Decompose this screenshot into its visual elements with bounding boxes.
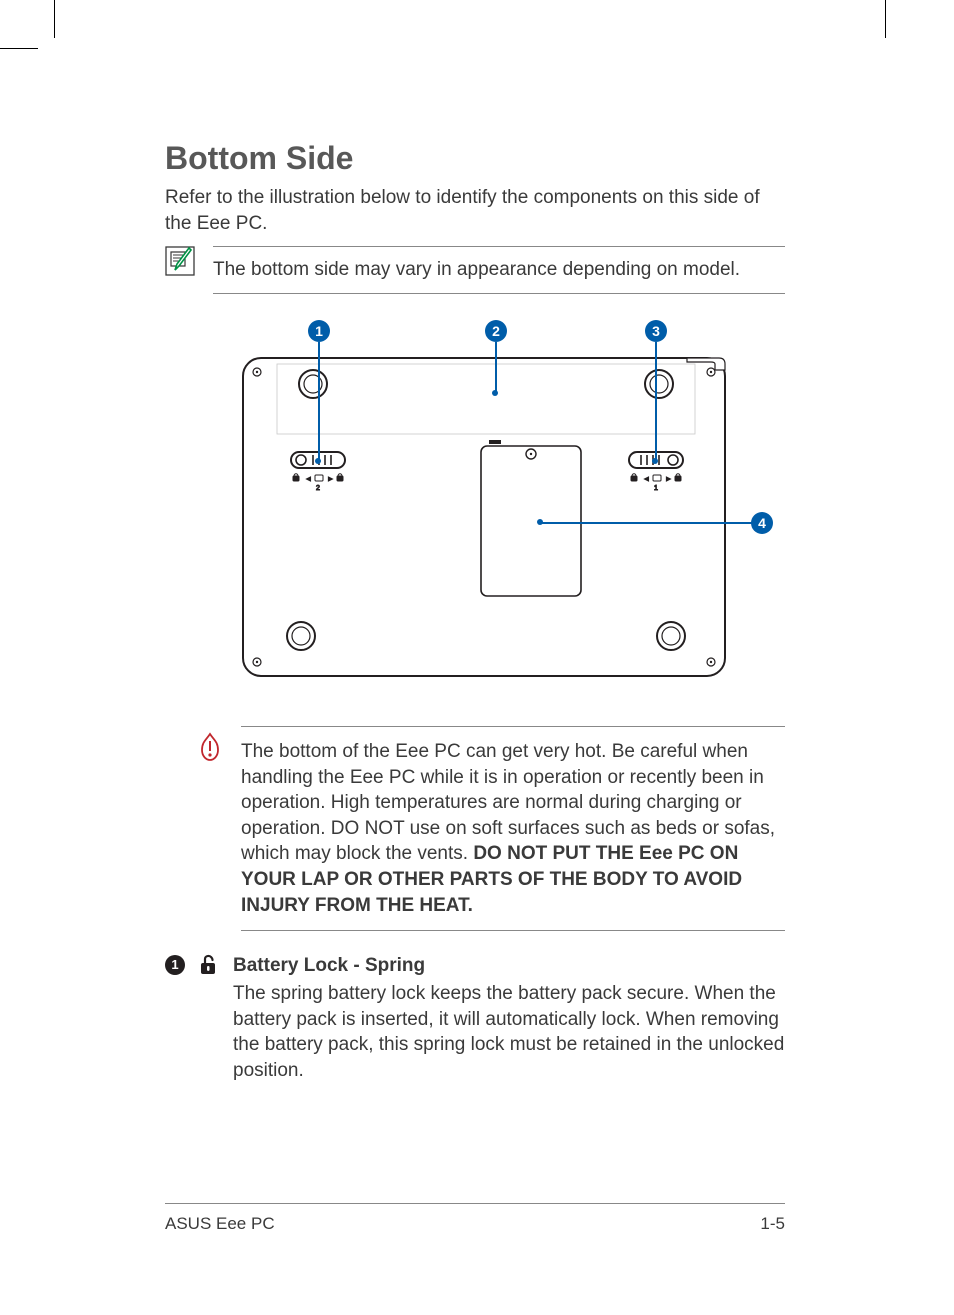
page-footer: ASUS Eee PC 1-5 (165, 1203, 785, 1234)
lock-open-icon (197, 953, 221, 982)
callout-badge-3: 3 (645, 320, 667, 342)
svg-text:2: 2 (316, 485, 320, 492)
footer-right: 1-5 (760, 1214, 785, 1234)
svg-text:►: ► (665, 476, 672, 483)
callout-line (541, 522, 753, 524)
crop-mark (0, 48, 38, 49)
svg-text:1: 1 (654, 485, 658, 492)
page-content: Bottom Side Refer to the illustration be… (165, 140, 785, 1102)
intro-text: Refer to the illustration below to ident… (165, 185, 785, 236)
item-title: Battery Lock - Spring (233, 953, 785, 979)
page-title: Bottom Side (165, 140, 785, 177)
footer-left: ASUS Eee PC (165, 1214, 275, 1234)
warning-icon (197, 732, 223, 762)
warning-block: The bottom of the Eee PC can get very ho… (197, 726, 785, 931)
note-icon (165, 246, 195, 276)
callout-line (495, 342, 497, 392)
crop-mark (54, 0, 55, 38)
item-text: The spring battery lock keeps the batter… (233, 981, 785, 1084)
callout-dot (537, 519, 543, 525)
callout-line (318, 342, 320, 460)
callout-line (655, 342, 657, 460)
callout-badge-4: 4 (751, 512, 773, 534)
note-text: The bottom side may vary in appearance d… (213, 246, 785, 294)
callout-badge-1: 1 (308, 320, 330, 342)
crop-mark (885, 0, 886, 38)
bottom-diagram: ◄ ► 2 ◄ ► (195, 320, 755, 700)
callout-dot (652, 458, 658, 464)
component-item-1: 1 Battery Lock - Spring The spring batte… (165, 953, 785, 1083)
note-block: The bottom side may vary in appearance d… (165, 246, 785, 294)
callout-dot (492, 390, 498, 396)
item-badge-1: 1 (165, 955, 185, 975)
callout-badge-2: 2 (485, 320, 507, 342)
svg-text:►: ► (327, 476, 334, 483)
callout-dot (315, 458, 321, 464)
svg-text:◄: ◄ (305, 476, 312, 483)
warning-text: The bottom of the Eee PC can get very ho… (241, 726, 785, 931)
item-body: Battery Lock - Spring The spring battery… (233, 953, 785, 1083)
svg-text:◄: ◄ (643, 476, 650, 483)
